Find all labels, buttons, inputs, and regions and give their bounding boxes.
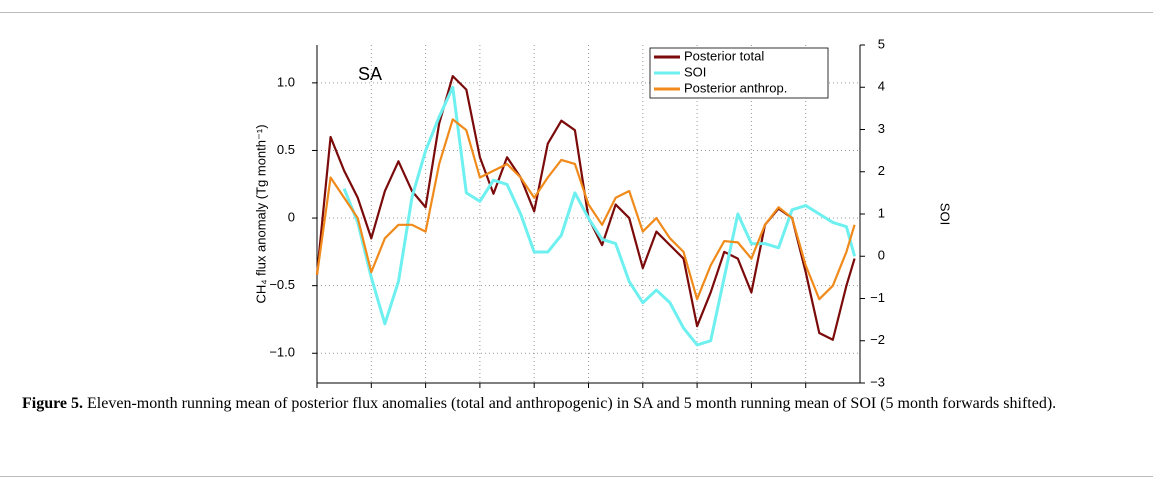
series-line <box>315 75 856 341</box>
y2-tick-label: 5 <box>878 36 885 51</box>
caption: Figure 5. Eleven-month running mean of p… <box>22 393 1132 414</box>
x-tick-label: 2017 <box>764 387 793 390</box>
y2-tick-label: 2 <box>878 163 885 178</box>
caption-text: Eleven-month running mean of posterior f… <box>87 395 1057 412</box>
legend-label: Posterior total <box>684 48 764 63</box>
panel-label: SA <box>358 64 382 84</box>
y2-tick-label: 0 <box>878 248 885 263</box>
caption-label: Figure 5. <box>22 395 84 412</box>
legend-label: SOI <box>684 64 706 79</box>
x-tick-label: 2009 <box>330 387 359 390</box>
y-tick-label: −1.0 <box>269 345 295 360</box>
y2-tick-label: −3 <box>870 374 885 389</box>
series-line <box>315 118 856 301</box>
x-tick-label: 2016 <box>710 387 739 390</box>
y-tick-label: −0.5 <box>269 277 295 292</box>
x-tick-label: 2018 <box>818 387 847 390</box>
x-tick-label: 2012 <box>493 387 522 390</box>
x-tick-label: 2011 <box>439 387 467 390</box>
y2-axis-label: SOI <box>938 203 953 225</box>
chart: SA CH₄ flux anomaly (Tg month⁻¹) SOI −1.… <box>253 36 953 390</box>
x-tick-label: 2014 <box>601 387 630 390</box>
x-tick-label: 2015 <box>655 387 684 390</box>
figure-frame <box>0 12 1153 477</box>
y-tick-label: 0 <box>288 209 295 224</box>
y-axis-label: CH₄ flux anomaly (Tg month⁻¹) <box>253 124 268 303</box>
y2-tick-label: −1 <box>870 290 885 305</box>
y2-tick-label: −2 <box>870 332 885 347</box>
y-tick-label: 0.5 <box>277 142 295 157</box>
y2-tick-label: 4 <box>878 79 885 94</box>
y2-tick-label: 1 <box>878 205 885 220</box>
series-line <box>342 85 857 347</box>
y-tick-label: 1.0 <box>277 74 295 89</box>
y2-tick-label: 3 <box>878 121 885 136</box>
x-tick-label: 2013 <box>547 387 576 390</box>
x-tick-label: 2010 <box>384 387 413 390</box>
legend-label: Posterior anthrop. <box>684 80 787 95</box>
